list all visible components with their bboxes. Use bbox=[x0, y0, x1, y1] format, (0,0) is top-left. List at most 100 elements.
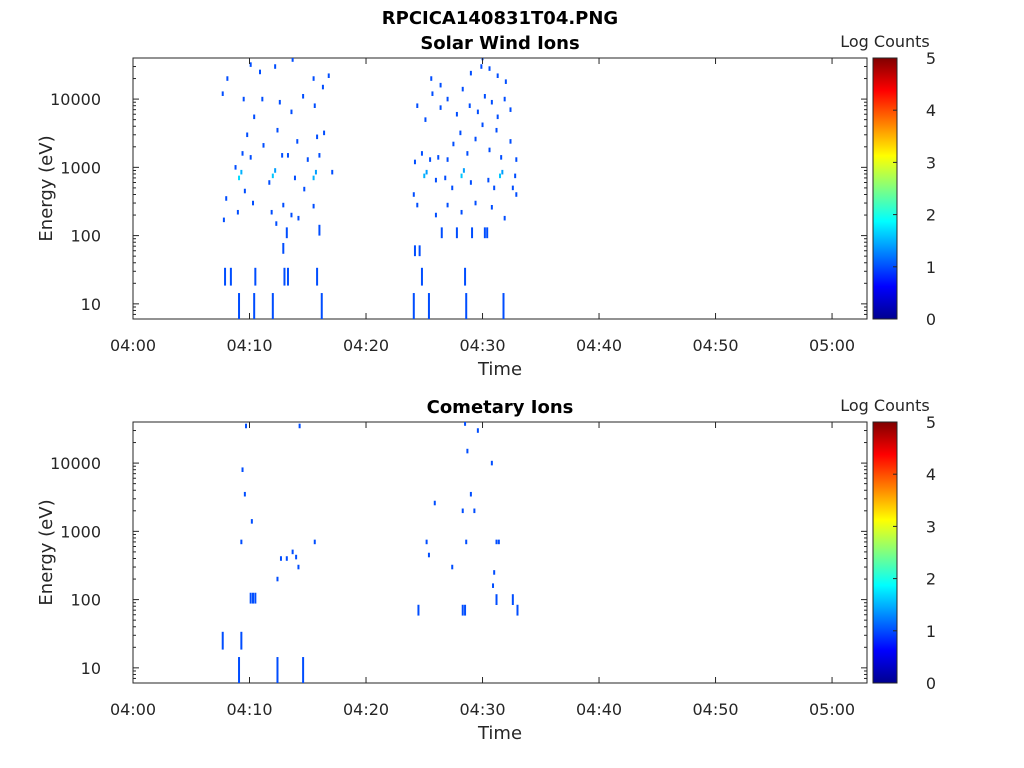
heatmap-cell bbox=[490, 99, 493, 105]
heatmap-cell bbox=[249, 592, 252, 604]
heatmap-cell bbox=[461, 508, 464, 514]
heatmap-cell bbox=[495, 539, 498, 545]
y-axis-label: Energy (eV) bbox=[36, 135, 57, 241]
heatmap-cell bbox=[488, 66, 491, 71]
heatmap-cell bbox=[412, 192, 415, 197]
colorbar-tick-label: 4 bbox=[926, 101, 936, 120]
heatmap-cell bbox=[416, 103, 419, 108]
heatmap-cell bbox=[253, 293, 256, 319]
heatmap-cell bbox=[509, 139, 512, 144]
heatmap-cell bbox=[313, 103, 316, 108]
x-tick-label: 04:30 bbox=[459, 700, 505, 719]
heatmap-cell bbox=[316, 267, 319, 286]
x-tick-label: 04:10 bbox=[226, 336, 272, 355]
heatmap-cell bbox=[503, 96, 506, 102]
heatmap-cell bbox=[321, 84, 324, 90]
heatmap-cell bbox=[474, 136, 477, 142]
heatmap-cell bbox=[302, 93, 305, 99]
heatmap-cell bbox=[226, 76, 229, 81]
colorbar bbox=[872, 421, 898, 684]
heatmap-cell bbox=[468, 103, 471, 108]
heatmap-cell bbox=[302, 657, 305, 683]
heatmap-cell bbox=[314, 169, 317, 175]
heatmap-cell bbox=[291, 549, 294, 555]
heatmap-cell bbox=[323, 130, 326, 136]
heatmap-cell bbox=[431, 91, 434, 96]
panel-title: Solar Wind Ions bbox=[420, 33, 579, 54]
heatmap-cell bbox=[252, 200, 255, 206]
heatmap-cell bbox=[496, 73, 499, 78]
heatmap-cell bbox=[241, 467, 244, 472]
y-tick-label: 10 bbox=[81, 295, 101, 314]
colorbar-tick-label: 5 bbox=[926, 49, 936, 68]
heatmap-cell bbox=[285, 227, 288, 239]
heatmap-cell bbox=[466, 448, 469, 454]
heatmap-cell bbox=[312, 203, 315, 209]
heatmap-cell bbox=[249, 62, 252, 67]
heatmap-cell bbox=[469, 70, 472, 76]
heatmap-cell bbox=[320, 293, 323, 319]
x-tick-label: 04:10 bbox=[226, 700, 272, 719]
heatmap-cell bbox=[503, 215, 506, 221]
heatmap-cell bbox=[290, 109, 293, 115]
heatmap-cell bbox=[497, 539, 500, 545]
heatmap-cell bbox=[514, 173, 517, 179]
heatmap-cell bbox=[252, 592, 255, 604]
heatmap-cell bbox=[515, 192, 518, 197]
heatmap-cell bbox=[459, 130, 462, 136]
heatmap-cell bbox=[473, 508, 476, 514]
y-tick-label: 10 bbox=[81, 659, 101, 678]
heatmap-cell bbox=[274, 64, 277, 69]
heatmap-cell bbox=[296, 139, 299, 144]
heatmap-cell bbox=[318, 224, 321, 236]
heatmap-cell bbox=[238, 657, 241, 683]
heatmap-cell bbox=[464, 422, 467, 426]
colorbar-label: Log Counts bbox=[840, 396, 930, 415]
colorbar-tick-label: 2 bbox=[926, 570, 936, 589]
heatmap-cell bbox=[446, 202, 449, 208]
heatmap-cell bbox=[434, 177, 437, 183]
heatmap-cell bbox=[444, 175, 447, 181]
heatmap-cell bbox=[221, 91, 224, 96]
heatmap-cell bbox=[271, 173, 274, 179]
heatmap-cell bbox=[303, 186, 306, 192]
heatmap-cell bbox=[413, 159, 416, 165]
heatmap-cell bbox=[515, 157, 518, 162]
heatmap-cell bbox=[446, 96, 449, 102]
heatmap-cell bbox=[238, 293, 241, 319]
heatmap-cell bbox=[297, 215, 300, 221]
heatmap-cell bbox=[460, 209, 463, 215]
heatmap-cell bbox=[298, 423, 301, 429]
heatmap-cell bbox=[483, 227, 486, 239]
heatmap-cell bbox=[509, 107, 512, 112]
heatmap-cell bbox=[261, 96, 264, 102]
heatmap-cell bbox=[224, 267, 227, 286]
colorbar-tick-label: 5 bbox=[926, 413, 936, 432]
heatmap-cell bbox=[276, 127, 279, 133]
x-tick-label: 04:20 bbox=[343, 336, 389, 355]
heatmap-cell bbox=[492, 583, 495, 588]
heatmap-cell bbox=[318, 153, 321, 158]
heatmap-cell bbox=[316, 134, 319, 140]
heatmap-cell bbox=[502, 293, 505, 319]
heatmap-cell bbox=[412, 293, 415, 319]
heatmap-cell bbox=[254, 267, 257, 286]
heatmap-cell bbox=[461, 604, 464, 616]
heatmap-cell bbox=[245, 423, 248, 429]
heatmap-cell bbox=[236, 209, 239, 215]
heatmap-cell bbox=[413, 245, 416, 257]
heatmap-cell bbox=[440, 227, 443, 239]
heatmap-cell bbox=[462, 168, 465, 173]
heatmap-cell bbox=[476, 109, 479, 115]
heatmap-cell bbox=[487, 177, 490, 183]
panel-solar-wind-ions: Solar Wind Ions 04:00 04:10 04:20 04:30 04:40… bbox=[36, 32, 936, 380]
heatmap-cell bbox=[433, 500, 436, 506]
heatmap-cell bbox=[501, 169, 504, 175]
heatmap-cell bbox=[278, 99, 281, 105]
data-cells bbox=[221, 58, 518, 319]
x-tick-label: 04:00 bbox=[110, 336, 156, 355]
colorbar-tick-label: 4 bbox=[926, 465, 936, 484]
heatmap-cell bbox=[418, 245, 421, 257]
heatmap-cell bbox=[271, 293, 274, 319]
